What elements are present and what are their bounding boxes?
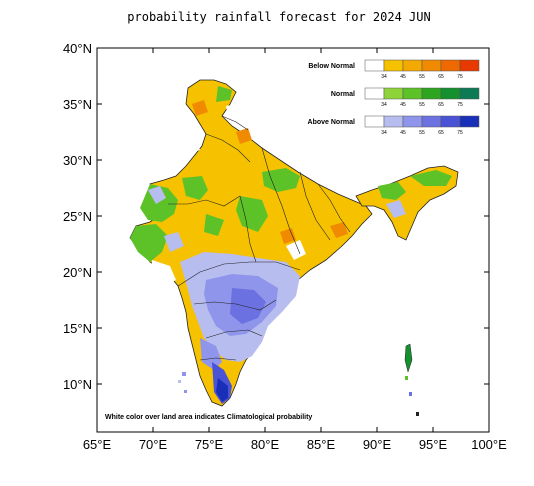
legend-tick-label: 75: [457, 74, 463, 80]
legend-tick-label: 65: [438, 74, 444, 80]
legend-group: Above Normal 34 45 55 65 75: [308, 115, 480, 136]
x-tick-label: 85°E: [307, 437, 336, 452]
legend-tick-label: 55: [419, 74, 425, 80]
latitude-axis: 40°N 35°N 30°N 25°N 20°N 15°N 10°N: [63, 41, 489, 392]
legend-title: Normal: [331, 91, 355, 98]
x-tick-label: 80°E: [251, 437, 280, 452]
map-title: probability rainfall forecast for 2024 J…: [127, 10, 430, 24]
y-tick-label: 35°N: [63, 97, 92, 112]
legend-color-cell: [421, 59, 442, 72]
legend-color-cell: [459, 59, 480, 72]
legend-color-cell: [459, 115, 480, 128]
legend-color-cell: [440, 115, 461, 128]
plot-frame: [96, 47, 490, 433]
legend-tick-label: 75: [457, 102, 463, 108]
legend-tick-label: 75: [457, 130, 463, 136]
x-tick-label: 70°E: [139, 437, 168, 452]
y-tick-label: 25°N: [63, 209, 92, 224]
legend-tick-label: 34: [381, 102, 387, 108]
longitude-axis: 65°E 70°E 75°E 80°E 85°E 90°E 95°E 100°E: [83, 48, 507, 452]
legend-color-cell: [364, 87, 385, 100]
legend-title: Below Normal: [308, 63, 355, 70]
legend-title: Above Normal: [308, 119, 356, 126]
map-area: [129, 79, 459, 416]
legend-tick-label: 65: [438, 130, 444, 136]
legend-color-cell: [402, 87, 423, 100]
x-tick-label: 100°E: [471, 437, 507, 452]
legend-color-cell: [402, 59, 423, 72]
state-boundaries: [168, 115, 351, 361]
legend-color-cell: [364, 59, 385, 72]
legend-color-cell: [459, 87, 480, 100]
legend-color-cell: [421, 87, 442, 100]
y-tick-label: 15°N: [63, 321, 92, 336]
legend-tick-label: 34: [381, 74, 387, 80]
legend-group: Normal 34 45 55 65 75: [331, 87, 480, 108]
legend-color-cell: [402, 115, 423, 128]
legend-group: Below Normal 34 45 55 65 75: [308, 59, 480, 80]
legend-tick-label: 45: [400, 130, 406, 136]
normal-category-patches: [130, 86, 452, 262]
islands: [178, 343, 419, 416]
legend-tick-label: 55: [419, 102, 425, 108]
y-tick-label: 20°N: [63, 265, 92, 280]
x-tick-label: 75°E: [195, 437, 224, 452]
legend-tick-label: 55: [419, 130, 425, 136]
legend-tick-label: 45: [400, 102, 406, 108]
legend-color-cell: [364, 115, 385, 128]
legend-color-cell: [421, 115, 442, 128]
y-tick-label: 10°N: [63, 377, 92, 392]
y-tick-label: 40°N: [63, 41, 92, 56]
legend-color-cell: [440, 59, 461, 72]
below-normal-high-patches: [192, 100, 348, 244]
x-tick-label: 95°E: [419, 437, 448, 452]
x-tick-label: 65°E: [83, 437, 112, 452]
india-landmass: [129, 79, 373, 407]
legend-tick-label: 45: [400, 74, 406, 80]
climatological-patches: [152, 104, 346, 286]
legend-color-cell: [383, 87, 404, 100]
legend-tick-label: 34: [381, 130, 387, 136]
climatology-note: White color over land area indicates Cli…: [105, 414, 312, 421]
legend-color-cell: [440, 87, 461, 100]
legend-color-cell: [383, 115, 404, 128]
y-tick-label: 30°N: [63, 153, 92, 168]
x-tick-label: 90°E: [363, 437, 392, 452]
legend-tick-label: 65: [438, 102, 444, 108]
legend-color-cell: [383, 59, 404, 72]
